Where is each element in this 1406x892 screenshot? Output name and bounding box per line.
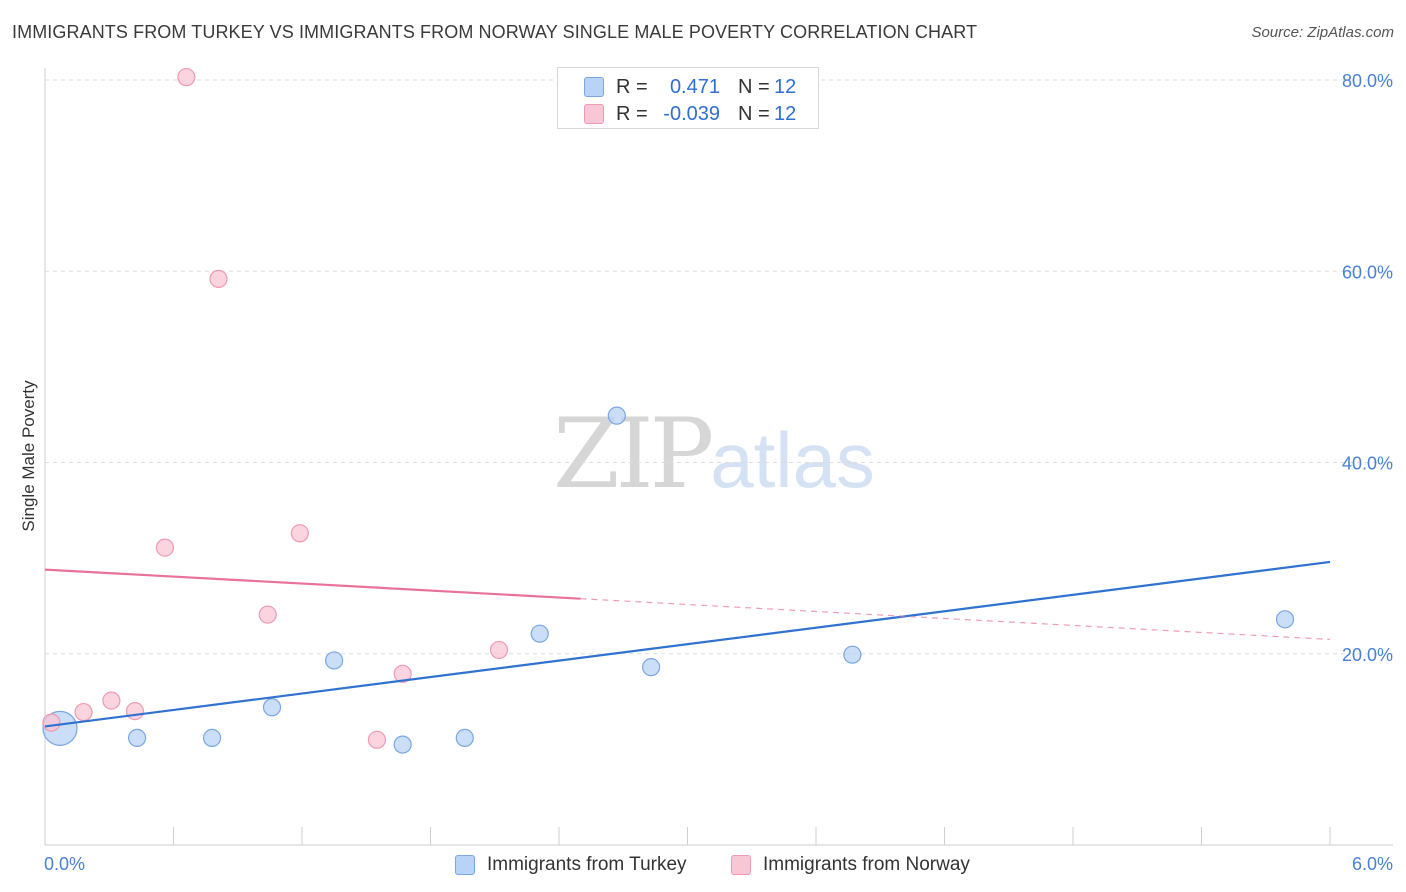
- norway-point: [367, 730, 387, 749]
- turkey-n-label: N =: [738, 75, 770, 98]
- bottom-legend-turkey[interactable]: Immigrants from Turkey: [455, 852, 687, 878]
- bottom-legend-turkey-label: Immigrants from Turkey: [487, 854, 687, 875]
- y-axis-label: Single Male Poverty: [19, 380, 38, 532]
- x-tick-label-max: 6.0%: [1352, 854, 1393, 874]
- turkey-point: [641, 658, 661, 677]
- norway-n-label: N =: [738, 102, 770, 125]
- norway-point: [102, 691, 121, 710]
- bottom-legend-norway-swatch: [731, 855, 751, 875]
- bottom-legend-norway-label: Immigrants from Norway: [763, 854, 970, 875]
- norway-point: [74, 702, 93, 722]
- turkey-point: [202, 728, 222, 748]
- y-tick-label: 80.0%: [1342, 71, 1393, 91]
- turkey-trend-line: [44, 560, 1331, 728]
- norway-point: [42, 713, 61, 732]
- turkey-r-value: 0.471: [669, 75, 720, 98]
- turkey-point: [607, 406, 626, 425]
- turkey-point: [127, 728, 147, 748]
- norway-point: [393, 664, 412, 683]
- y-tick-label: 60.0%: [1342, 262, 1393, 282]
- turkey-r-label: R =: [616, 75, 648, 98]
- y-tick-label: 40.0%: [1342, 454, 1393, 474]
- norway-swatch: [584, 104, 604, 124]
- chart-title: IMMIGRANTS FROM TURKEY VS IMMIGRANTS FRO…: [12, 22, 978, 42]
- turkey-point: [393, 735, 412, 754]
- turkey-point: [325, 651, 344, 670]
- turkey-n-value: 12: [774, 75, 797, 98]
- norway-point: [209, 269, 228, 288]
- norway-trend-line-solid: [44, 568, 581, 600]
- norway-point: [489, 640, 509, 660]
- stats-legend: R = 0.471 N = 12 R = -0.039 N = 12: [557, 67, 819, 129]
- norway-r-value: -0.039: [663, 102, 720, 125]
- bottom-legend-norway[interactable]: Immigrants from Norway: [731, 852, 970, 878]
- turkey-point: [1275, 610, 1295, 629]
- turkey-point: [455, 728, 474, 748]
- x-tick-label-min: 0.0%: [44, 854, 85, 874]
- norway-trend-line-dashed: [580, 598, 1331, 641]
- norway-point: [290, 524, 309, 543]
- norway-point: [125, 702, 145, 721]
- norway-n-value: 12: [774, 102, 797, 125]
- turkey-point: [262, 698, 282, 717]
- norway-point: [258, 605, 277, 624]
- bottom-legend-turkey-swatch: [455, 855, 475, 875]
- norway-point: [155, 538, 175, 557]
- norway-point: [177, 68, 196, 87]
- y-tick-label: 20.0%: [1342, 645, 1393, 665]
- stats-legend-row-turkey: R = 0.471 N = 12: [584, 74, 796, 100]
- turkey-point: [530, 624, 549, 643]
- source-credit: Source: ZipAtlas.com: [1251, 24, 1394, 41]
- turkey-swatch: [584, 77, 604, 97]
- stats-legend-row-norway: R = -0.039 N = 12: [584, 101, 796, 127]
- norway-r-label: R =: [616, 102, 648, 125]
- turkey-point: [843, 645, 862, 664]
